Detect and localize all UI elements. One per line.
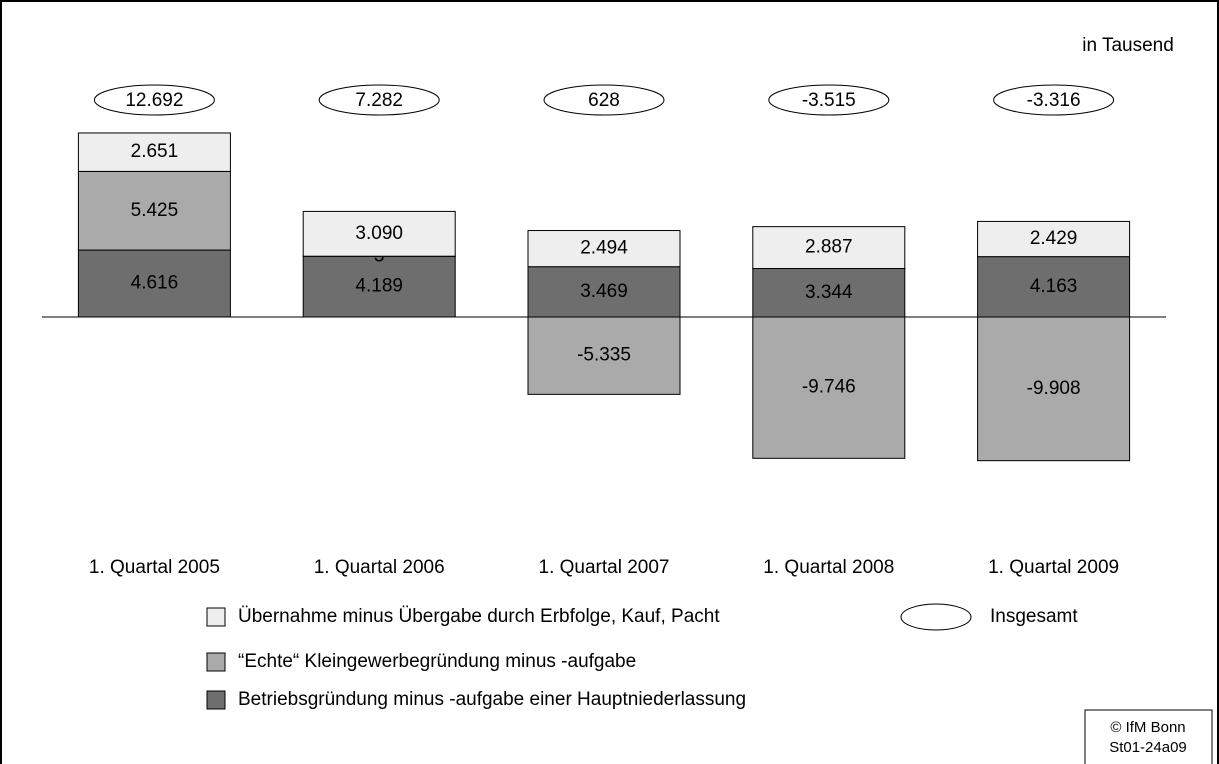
value-label: -5.335 xyxy=(577,345,631,366)
x-tick-label: 1. Quartal 2007 xyxy=(539,557,670,578)
legend-label: Insgesamt xyxy=(990,606,1078,627)
x-tick-label: 1. Quartal 2006 xyxy=(314,557,445,578)
total-label: -3.515 xyxy=(802,90,856,111)
bar-segment xyxy=(302,210,456,257)
bar-segment xyxy=(752,316,906,459)
value-label: 3.469 xyxy=(580,281,628,302)
value-label: -9.908 xyxy=(1027,378,1081,399)
value-label: 4.189 xyxy=(355,276,403,297)
value-label: 2.651 xyxy=(131,141,179,162)
bar-segment xyxy=(752,226,906,270)
total-marker xyxy=(768,84,890,116)
x-tick-label: 1. Quartal 2008 xyxy=(763,557,894,578)
value-label: 2.494 xyxy=(580,238,628,259)
source: St01-24a09 xyxy=(1109,739,1187,756)
total-marker xyxy=(543,84,665,116)
total-label: -3.316 xyxy=(1027,90,1081,111)
value-label: -9.746 xyxy=(802,377,856,398)
bar-segment xyxy=(527,316,681,395)
value-label: 2.887 xyxy=(805,237,853,258)
legend-label: Übernahme minus Übergabe durch Erbfolge,… xyxy=(238,606,720,627)
x-tick-label: 1. Quartal 2005 xyxy=(89,557,220,578)
legend-label: Betriebsgründung minus -aufgabe einer Ha… xyxy=(238,689,746,710)
total-marker xyxy=(318,84,440,116)
legend-swatch xyxy=(900,603,972,631)
legend-swatch xyxy=(206,607,226,627)
bar-segment xyxy=(977,316,1131,462)
bar-segment xyxy=(77,132,231,172)
legend-swatch xyxy=(206,690,226,710)
bar-segment xyxy=(302,255,456,318)
total-label: 7.282 xyxy=(355,90,403,111)
total-label: 12.692 xyxy=(125,90,183,111)
unit-note: in Tausend xyxy=(1082,35,1174,56)
total-label: 628 xyxy=(588,90,620,111)
value-label: 3.090 xyxy=(355,223,403,244)
bar-segment xyxy=(527,230,681,268)
bar-segment xyxy=(977,256,1131,318)
value-label: 4.616 xyxy=(131,273,179,294)
source: © IfM Bonn xyxy=(1110,719,1185,736)
x-tick-label: 1. Quartal 2009 xyxy=(988,557,1119,578)
bar-segment xyxy=(752,268,906,318)
value-label: 4.163 xyxy=(1030,276,1078,297)
bar-segment xyxy=(77,170,231,251)
total-marker xyxy=(993,84,1115,116)
source-box xyxy=(1084,709,1213,764)
total-marker xyxy=(93,84,215,116)
bar-segment xyxy=(77,249,231,318)
value-label: 2.429 xyxy=(1030,228,1078,249)
value-label: 3.344 xyxy=(805,282,853,303)
value-label: 5.425 xyxy=(131,200,179,221)
legend-label: “Echte“ Kleingewerbegründung minus -aufg… xyxy=(238,651,636,672)
legend-swatch xyxy=(206,652,226,672)
bar-segment xyxy=(977,220,1131,258)
